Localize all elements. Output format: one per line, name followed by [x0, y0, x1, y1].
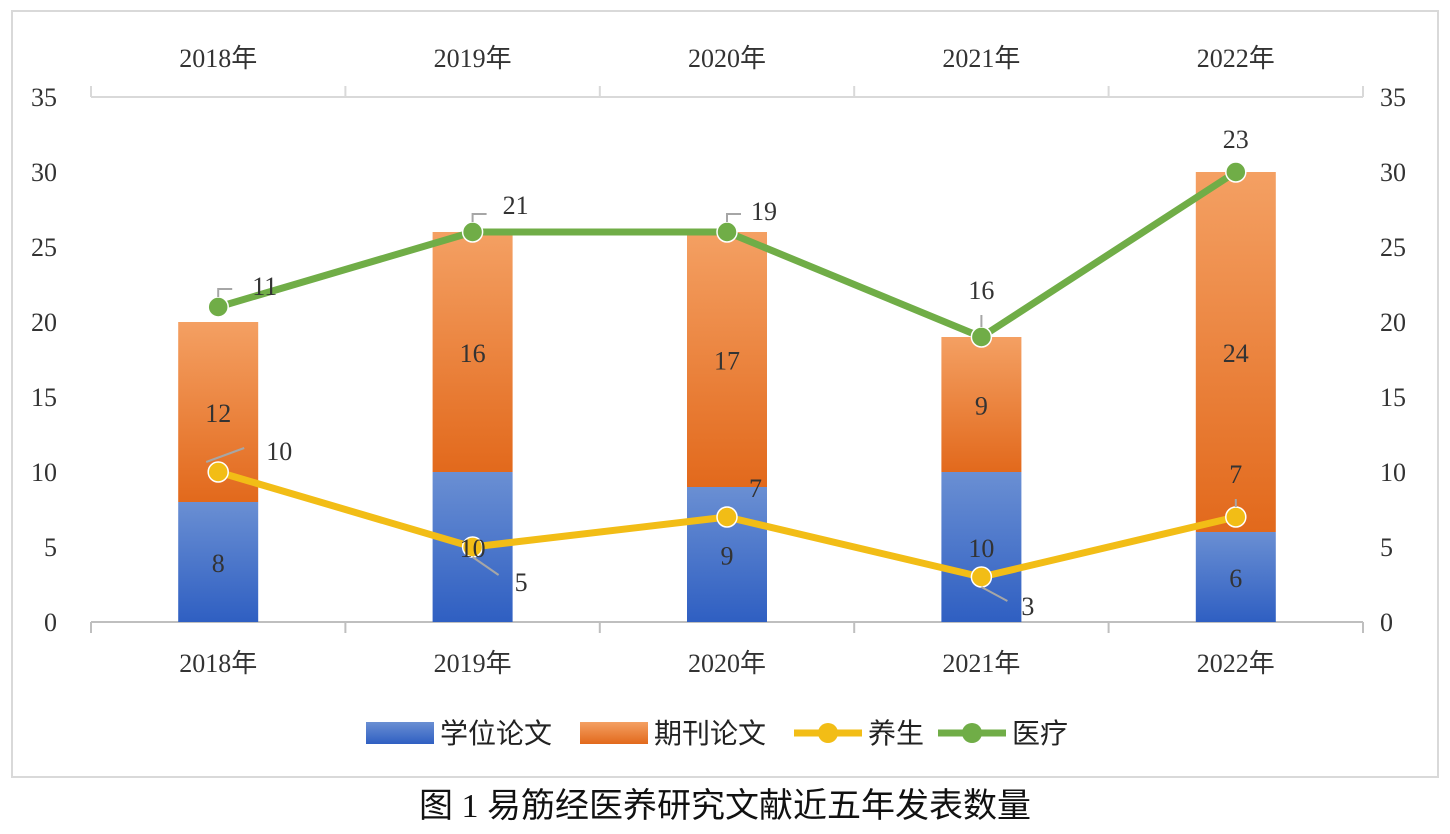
y2-tick-label: 35 [1380, 83, 1406, 112]
bar-data-label: 16 [460, 339, 486, 368]
leader-line [471, 213, 487, 222]
leader-line [205, 447, 245, 463]
line-data-label: 21 [503, 191, 529, 220]
legend-swatch [366, 722, 434, 744]
series-point-health [970, 566, 993, 588]
labels-layer: 8 10 9 10 6 12 16 17 9 24 10 5 7 3 7 11 21 19 16 23 [205, 125, 1249, 621]
series-point-health [716, 506, 738, 528]
series-point-medical [461, 221, 484, 243]
y-tick-label: 5 [44, 533, 57, 562]
legend-marker [962, 723, 982, 743]
y-tick-label: 35 [31, 83, 57, 112]
line-data-label: 7 [1229, 460, 1242, 489]
bar-degree-thesis [941, 472, 1022, 622]
bar-data-label: 8 [212, 549, 225, 578]
x2-tick-label: 2019年 [434, 44, 512, 73]
x2-tick-label: 2018年 [179, 44, 257, 73]
y-tick-label: 20 [31, 308, 57, 337]
bars-layer [178, 172, 1276, 622]
legend-label: 期刊论文 [654, 718, 766, 750]
legend-label: 学位论文 [440, 718, 552, 750]
bar-data-label: 24 [1223, 339, 1249, 368]
leader-line [726, 213, 741, 222]
y-tick-label: 15 [31, 383, 57, 412]
series-point-health [1225, 506, 1247, 528]
y-tick-label: 0 [44, 608, 57, 637]
x2-tick-label: 2022年 [1197, 44, 1275, 73]
y-tick-label: 25 [31, 233, 57, 262]
series-point-medical [716, 221, 738, 243]
bar-data-label: 17 [714, 347, 740, 376]
y-tick-label: 10 [31, 458, 57, 487]
legend-swatch [580, 722, 648, 744]
legend: 学位论文 期刊论文 养生 医疗 [366, 718, 1068, 750]
line-data-label: 10 [266, 437, 292, 466]
x-tick-label: 2021年 [942, 649, 1020, 678]
leader-line [472, 556, 500, 576]
bar-degree-thesis [1195, 532, 1276, 622]
y-tick-label: 30 [31, 158, 57, 187]
line-data-label: 11 [252, 272, 277, 301]
bar-data-label: 10 [460, 534, 486, 563]
bar-data-label: 9 [975, 392, 988, 421]
line-data-label: 3 [1021, 592, 1034, 621]
axes-layer: 2018年 2018年 2019年 2019年 2020年 2020年 2021年 2021年… [31, 44, 1406, 678]
y2-tick-label: 20 [1380, 308, 1406, 337]
legend-marker [818, 723, 838, 743]
y2-tick-label: 0 [1380, 608, 1393, 637]
bar-journal-article [941, 337, 1022, 472]
leader-line [217, 288, 233, 297]
line-data-label: 5 [515, 568, 528, 597]
bar-degree-thesis [178, 502, 259, 622]
series-point-medical [207, 296, 229, 318]
x-tick-label: 2018年 [179, 649, 257, 678]
series-point-medical [1225, 161, 1247, 183]
figure-caption: 图 1 易筋经医养研究文献近五年发表数量 [419, 788, 1031, 825]
bar-data-label: 6 [1229, 564, 1242, 593]
bar-journal-article [432, 232, 513, 472]
chart-frame: 2018年 2018年 2019年 2019年 2020年 2020年 2021年 2021年… [11, 10, 1439, 778]
x-tick-label: 2022年 [1197, 649, 1275, 678]
series-point-health [207, 461, 229, 483]
line-data-label: 19 [751, 197, 777, 226]
legend-label: 养生 [868, 718, 924, 750]
line-data-label: 7 [749, 474, 762, 503]
bar-data-label: 12 [205, 399, 231, 428]
x-tick-label: 2019年 [434, 649, 512, 678]
x2-tick-label: 2020年 [688, 44, 766, 73]
line-data-label: 23 [1223, 125, 1249, 154]
line-data-label: 16 [968, 276, 994, 305]
series-point-medical [970, 326, 993, 348]
lines-layer [205, 161, 1247, 602]
y2-tick-label: 10 [1380, 458, 1406, 487]
x2-tick-label: 2021年 [942, 44, 1020, 73]
bar-journal-article [687, 232, 767, 487]
legend-label: 医疗 [1012, 718, 1068, 750]
chart-svg: 2018年 2018年 2019年 2019年 2020年 2020年 2021年 2021年… [31, 44, 1406, 750]
bar-data-label: 10 [968, 534, 994, 563]
y2-tick-label: 15 [1380, 383, 1406, 412]
bar-journal-article [1195, 172, 1276, 532]
y2-tick-label: 5 [1380, 533, 1393, 562]
leader-line [980, 586, 1008, 602]
bar-data-label: 9 [721, 542, 734, 571]
y2-tick-label: 30 [1380, 158, 1406, 187]
x-tick-label: 2020年 [688, 649, 766, 678]
y2-tick-label: 25 [1380, 233, 1406, 262]
